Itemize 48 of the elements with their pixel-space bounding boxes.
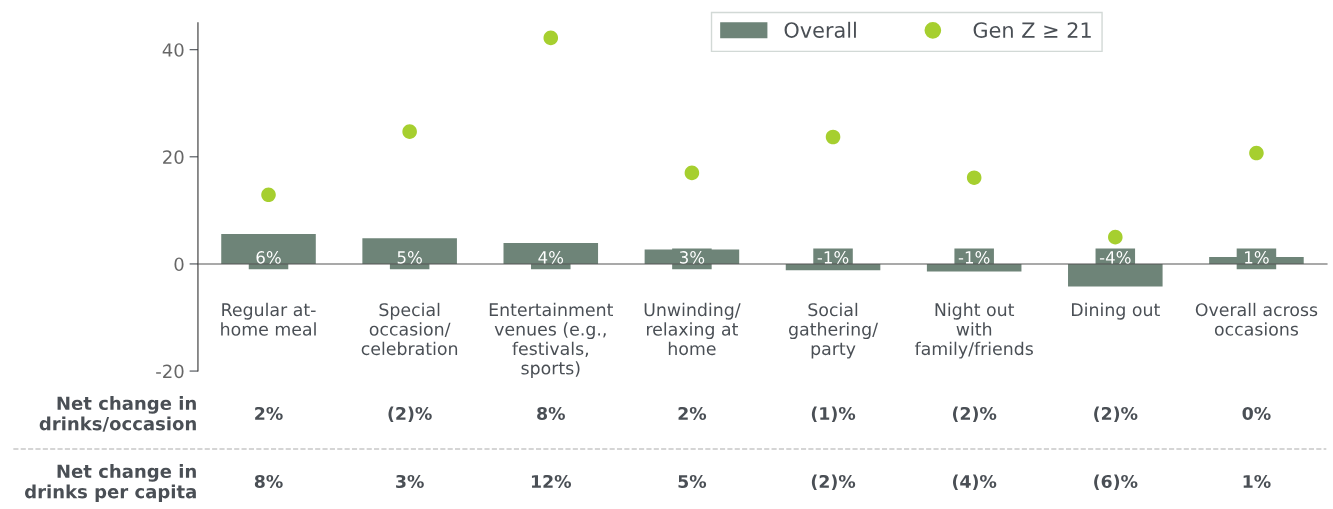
point (261, 187, 276, 203)
data-label: -4% (1099, 251, 1131, 264)
text: 0% (1242, 406, 1271, 421)
point (825, 129, 841, 145)
text: (1)% (811, 406, 856, 423)
point (1108, 229, 1123, 245)
text: (2)% (952, 406, 997, 423)
text: 8% (537, 406, 565, 421)
text: 12% (531, 474, 571, 489)
y-tick-label: -20 (156, 364, 184, 379)
point (402, 124, 417, 139)
text: 1% (1243, 474, 1271, 489)
text: Net change in drinks/occasion (39, 396, 196, 432)
data-label: 5% (397, 251, 422, 264)
x-tick-label: Entertainment venues (e.g., festivals, sports) (489, 302, 613, 378)
point (966, 170, 982, 185)
y-tick-label: 20 (163, 150, 184, 164)
y-tick-label: 40 (162, 43, 184, 57)
x-tick-label: Overall across occasions (1195, 302, 1318, 336)
x-tick-label: Regular at- home meal (221, 302, 316, 336)
point (1249, 145, 1264, 161)
text: (2)% (811, 474, 856, 491)
data-label: 6% (256, 251, 281, 264)
legend-label: Gen Z ≥ 21 (973, 22, 1091, 38)
text: 2% (678, 406, 707, 421)
text: (2)% (1094, 406, 1138, 423)
text: (4)% (952, 474, 997, 491)
text: 5% (678, 474, 707, 489)
x-tick-label: Night out with family/friends (914, 302, 1033, 359)
text: (6)% (1094, 474, 1138, 491)
x-tick-label: Unwinding/ relaxing at home (644, 302, 741, 356)
data-label: 3% (679, 251, 705, 264)
data-label: -1% (817, 251, 849, 264)
x-tick-label: Dining out (1072, 302, 1160, 320)
data-label: -1% (958, 251, 990, 264)
y-tick-label: 0 (174, 257, 184, 272)
data-label: 1% (1245, 251, 1269, 264)
point (543, 30, 559, 46)
text: 8% (254, 474, 283, 489)
text: 3% (396, 474, 424, 489)
point (684, 165, 700, 181)
text: Net change in drinks per capita (25, 464, 196, 502)
x-tick-label: Special occasion/ celebration (361, 302, 458, 356)
x-tick-label: Social gathering/ party (789, 302, 879, 359)
text: 2% (255, 406, 283, 421)
data-label: 4% (538, 251, 564, 264)
legend-label: Overall (784, 21, 856, 38)
text: (2)% (388, 406, 432, 423)
